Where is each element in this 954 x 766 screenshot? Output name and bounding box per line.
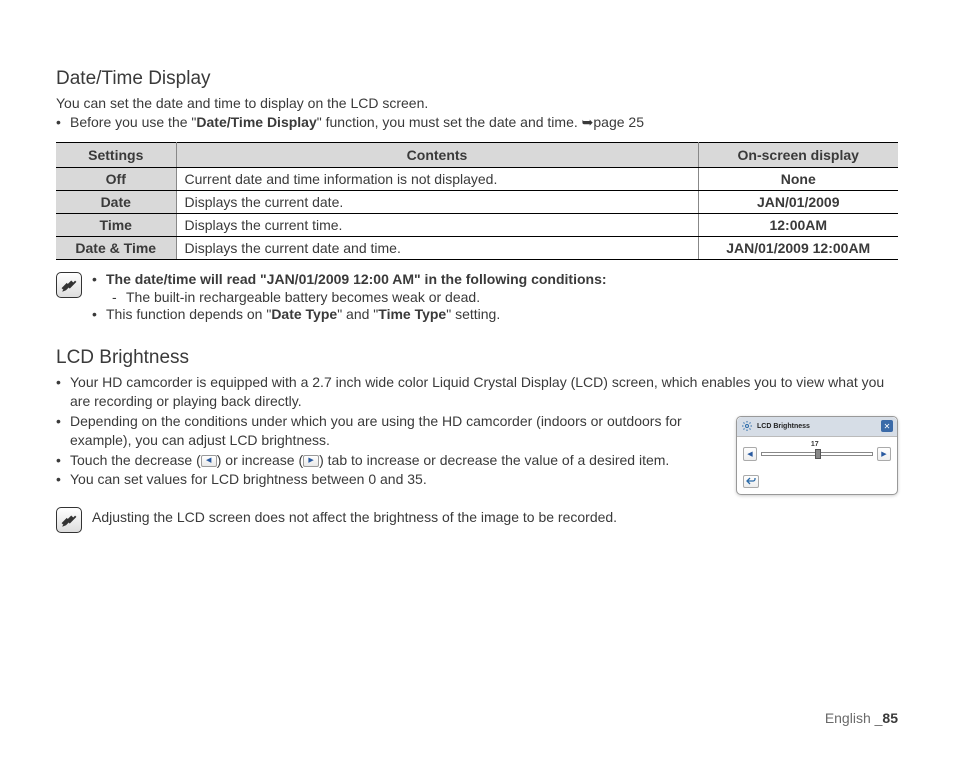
- note-block: Adjusting the LCD screen does not affect…: [56, 505, 898, 533]
- return-icon: [746, 477, 756, 485]
- table-row: Date Displays the current date. JAN/01/2…: [56, 190, 898, 213]
- slider-thumb[interactable]: [815, 449, 821, 459]
- table-row: Time Displays the current time. 12:00AM: [56, 213, 898, 236]
- slider-value: 17: [811, 441, 819, 448]
- intro-bullet: Before you use the "Date/Time Display" f…: [56, 113, 898, 132]
- note-block: The date/time will read "JAN/01/2009 12:…: [56, 270, 898, 325]
- slider-track[interactable]: 17: [761, 452, 873, 456]
- intro-text: You can set the date and time to display…: [56, 94, 898, 113]
- settings-table: Settings Contents On-screen display Off …: [56, 142, 898, 260]
- widget-title: LCD Brightness: [757, 423, 877, 430]
- increase-button[interactable]: ▶: [877, 447, 891, 461]
- lcd-bullet: Touch the decrease (◀) or increase (▶) t…: [56, 451, 722, 470]
- decrease-icon: ◀: [201, 455, 217, 467]
- gear-icon: [741, 420, 753, 432]
- brightness-slider: ◀ 17 ▶: [743, 447, 891, 461]
- decrease-button[interactable]: ◀: [743, 447, 757, 461]
- lcd-bullet: You can set values for LCD brightness be…: [56, 470, 722, 489]
- section-title: Date/Time Display: [56, 68, 898, 90]
- note-icon: [56, 507, 82, 533]
- note-icon: [56, 272, 82, 298]
- arrow-icon: ➥: [582, 114, 594, 130]
- note-text: Adjusting the LCD screen does not affect…: [92, 505, 617, 527]
- note-line: This function depends on "Date Type" and…: [92, 305, 607, 325]
- intro-bullets: Before you use the "Date/Time Display" f…: [56, 113, 898, 132]
- widget-header: LCD Brightness ✕: [737, 417, 897, 437]
- back-button[interactable]: [743, 475, 759, 488]
- note-content: The date/time will read "JAN/01/2009 12:…: [92, 270, 607, 325]
- note-line: The date/time will read "JAN/01/2009 12:…: [92, 270, 607, 290]
- th-contents: Contents: [176, 142, 698, 167]
- th-onscreen: On-screen display: [698, 142, 898, 167]
- lcd-brightness-widget: LCD Brightness ✕ ◀ 17 ▶: [736, 416, 898, 495]
- note-subline: The built-in rechargeable battery become…: [92, 289, 607, 305]
- lcd-bullet: Depending on the conditions under which …: [56, 412, 722, 450]
- table-row: Date & Time Displays the current date an…: [56, 236, 898, 259]
- close-button[interactable]: ✕: [881, 420, 893, 432]
- date-time-section: Date/Time Display You can set the date a…: [56, 68, 898, 325]
- page-footer: English _85: [825, 710, 898, 726]
- lcd-bullets: Your HD camcorder is equipped with a 2.7…: [56, 373, 898, 411]
- lcd-brightness-section: LCD Brightness Your HD camcorder is equi…: [56, 347, 898, 533]
- th-settings: Settings: [56, 142, 176, 167]
- lcd-bullet: Your HD camcorder is equipped with a 2.7…: [56, 373, 898, 411]
- section-title: LCD Brightness: [56, 347, 898, 369]
- table-header-row: Settings Contents On-screen display: [56, 142, 898, 167]
- increase-icon: ▶: [303, 455, 319, 467]
- table-row: Off Current date and time information is…: [56, 167, 898, 190]
